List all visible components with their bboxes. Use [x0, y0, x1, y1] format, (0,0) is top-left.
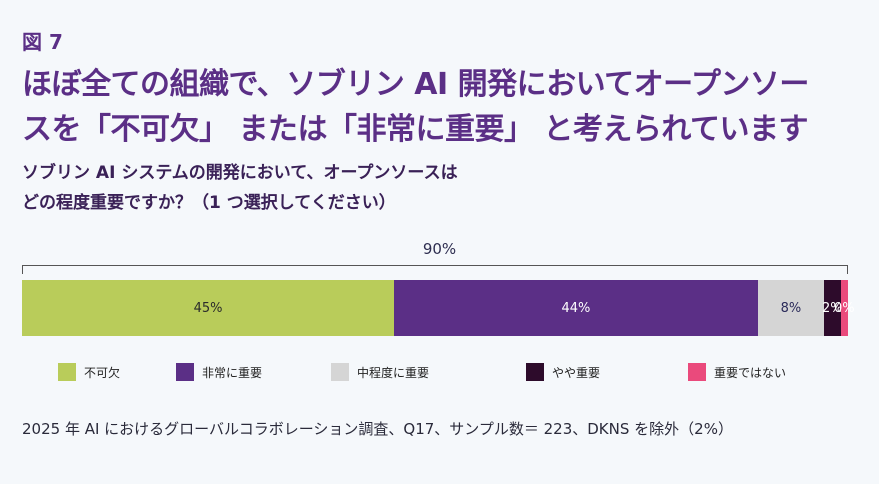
chart-title: ほぼ全ての組織で、ソブリン AI 開発においてオープンソー スを「不可欠」 また… — [22, 62, 867, 152]
legend-item: やや重要 — [526, 363, 600, 381]
bar-segment-label: 45% — [193, 300, 223, 316]
footnote: 2025 年 AI におけるグローバルコラボレーション調査、Q17、サンプル数＝… — [22, 420, 733, 438]
chart-title-line-1: ほぼ全ての組織で、ソブリン AI 開発においてオープンソー — [22, 67, 809, 102]
bar-segment-5: 0% — [834, 280, 855, 336]
bar-segment-label: 2% — [821, 300, 843, 316]
chart-subtitle: ソブリン AI システムの開発において、オープンソースは どの程度重要ですか？（… — [22, 158, 722, 218]
bar-segment-1: 45% — [22, 280, 395, 336]
legend-swatch — [176, 363, 194, 381]
legend-item: 不可欠 — [58, 363, 120, 381]
bar-segment-4: 2% — [821, 280, 843, 336]
legend-item: 非常に重要 — [176, 363, 262, 381]
legend-label: 非常に重要 — [202, 365, 263, 380]
bar-segment-label: 8% — [780, 300, 802, 316]
figure-label: 図 7 — [22, 30, 63, 54]
bar-segment-label: 44% — [561, 300, 591, 316]
legend-item: 重要ではない — [688, 363, 786, 381]
legend-swatch — [331, 363, 349, 381]
chart-subtitle-line-1: ソブリン AI システムの開発において、オープンソースは — [22, 163, 458, 183]
legend-swatch — [58, 363, 76, 381]
chart-title-line-2: スを「不可欠」 または「非常に重要」 と考えられています — [22, 112, 809, 147]
legend-item: 中程度に重要 — [331, 363, 429, 381]
legend-label: 中程度に重要 — [357, 365, 430, 380]
legend-swatch — [688, 363, 706, 381]
legend-label: 重要ではない — [714, 365, 787, 380]
legend-label: 不可欠 — [84, 365, 121, 380]
bracket-label: 90% — [422, 240, 457, 258]
bar-segment-label: 0% — [833, 300, 855, 316]
bar-segment-3: 8% — [757, 280, 824, 336]
bar-segment-2: 44% — [394, 280, 758, 336]
legend: 不可欠 非常に重要 中程度に重要 やや重要 重要ではない — [58, 363, 858, 383]
legend-label: やや重要 — [552, 365, 601, 380]
chart-subtitle-line-2: どの程度重要ですか？（1 つ選択してください） — [22, 193, 396, 213]
bracket-line — [22, 265, 848, 274]
stacked-bar: 45% 44% 8% 2% 0% — [22, 280, 855, 336]
legend-swatch — [526, 363, 544, 381]
